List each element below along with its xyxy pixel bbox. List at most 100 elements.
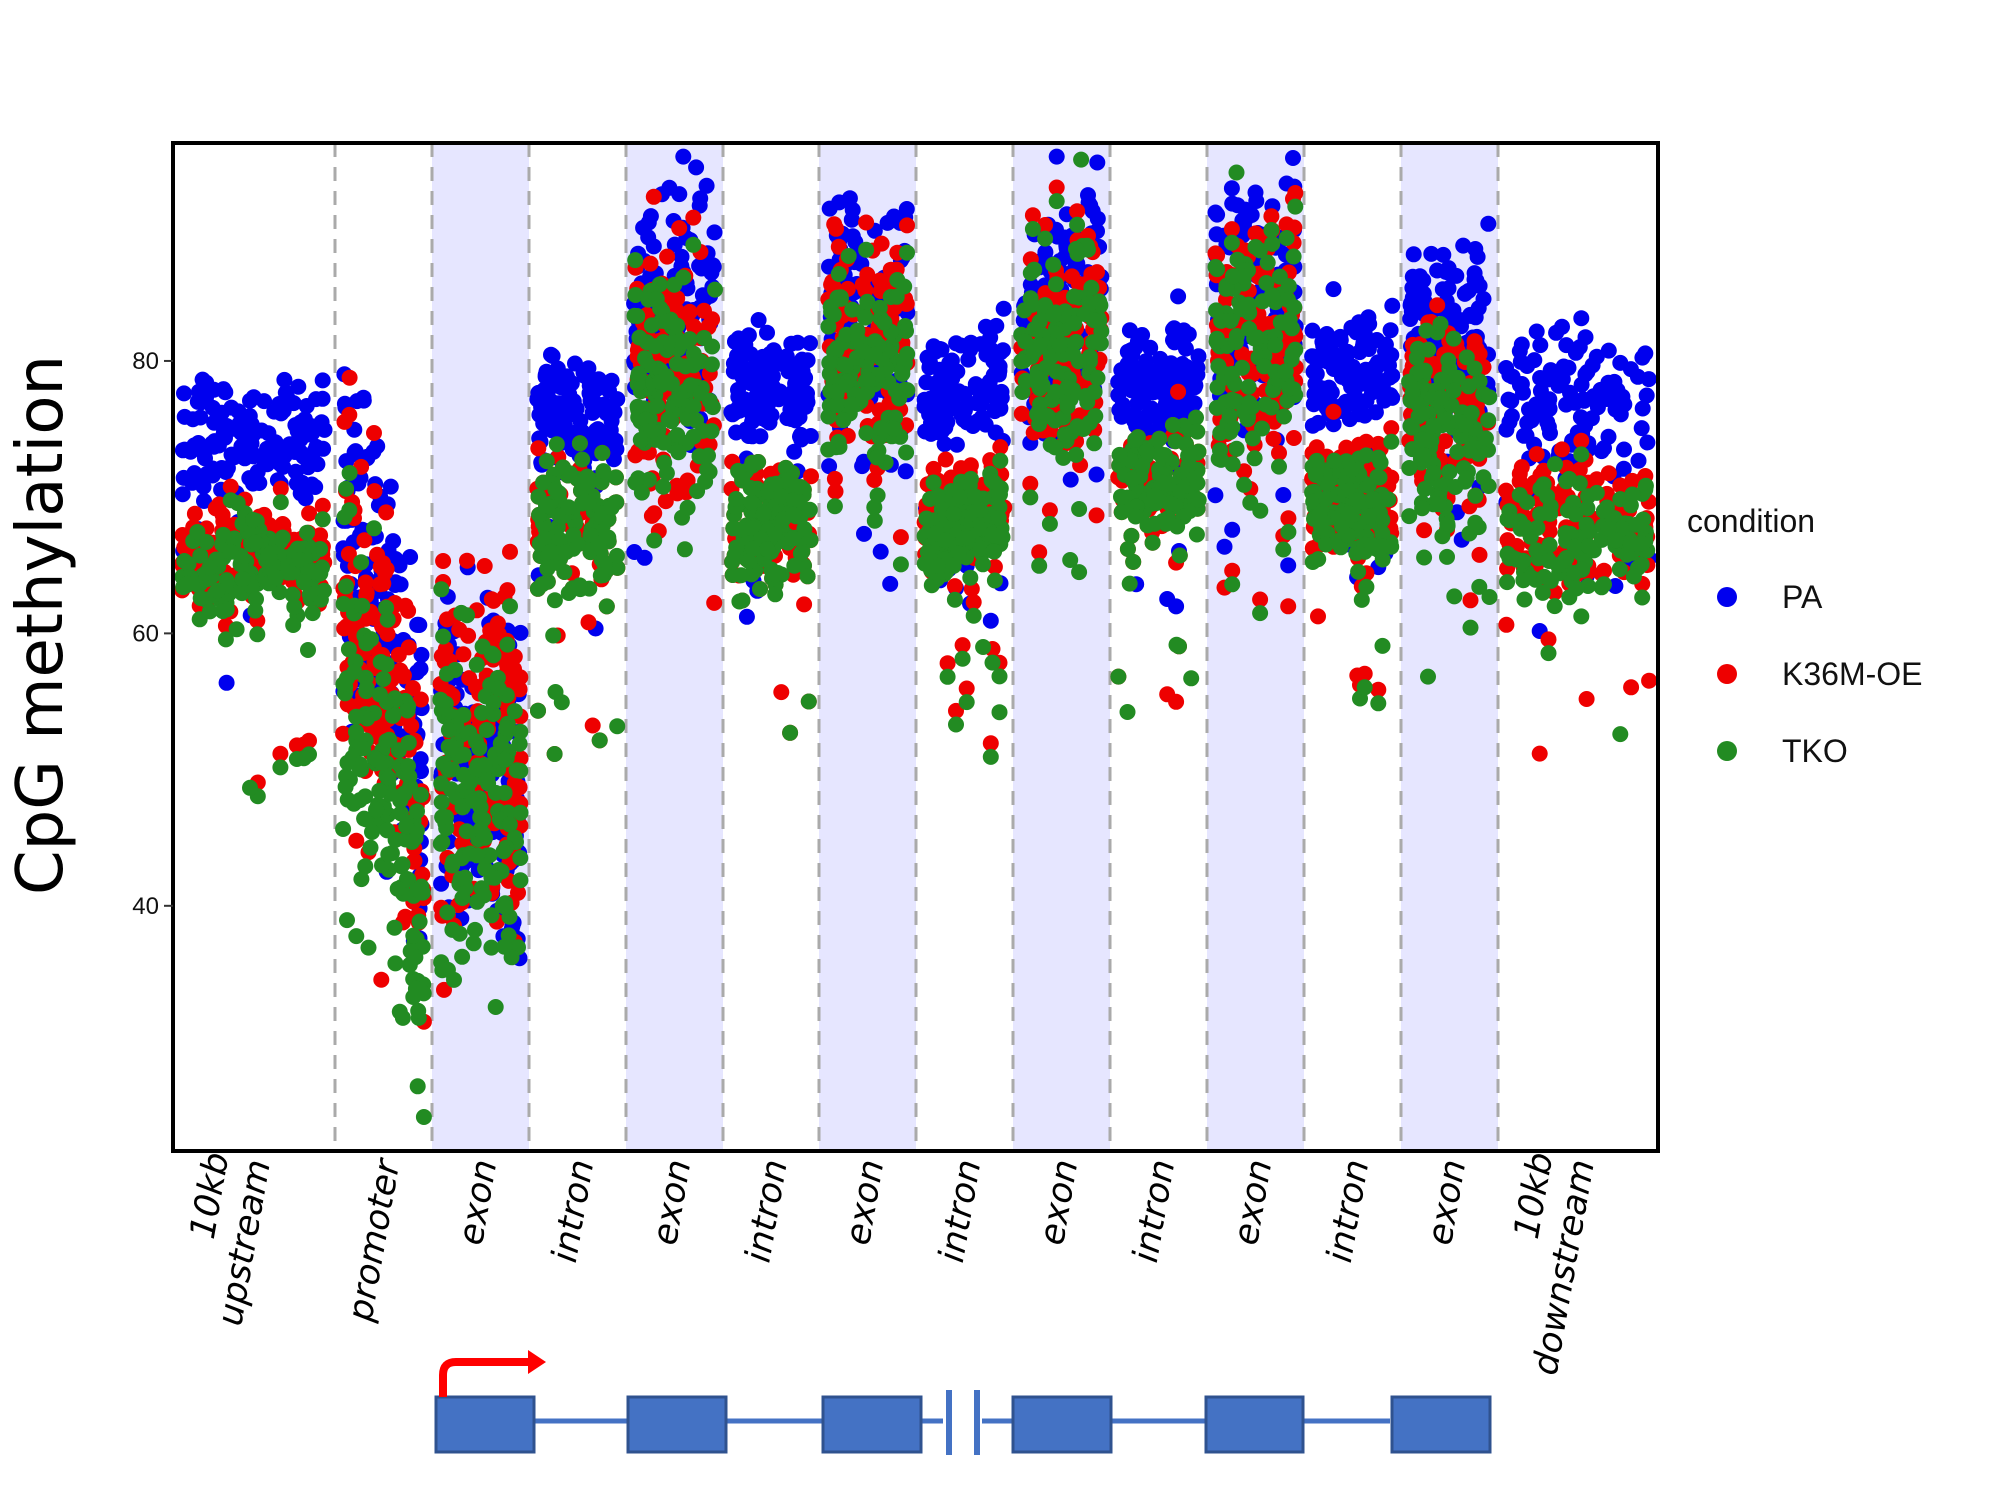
point	[410, 1002, 427, 1019]
point	[192, 547, 209, 564]
point	[1541, 400, 1558, 417]
point	[974, 409, 990, 426]
point	[1252, 502, 1269, 519]
point	[1189, 475, 1206, 492]
point	[1616, 441, 1632, 458]
point	[894, 365, 911, 382]
point	[946, 578, 963, 595]
point	[728, 491, 745, 507]
point	[899, 244, 915, 261]
point	[189, 524, 206, 540]
point	[899, 346, 916, 362]
point	[948, 716, 964, 733]
point	[1127, 382, 1144, 398]
point	[1528, 323, 1545, 340]
point	[1143, 400, 1160, 417]
point	[786, 443, 803, 460]
point	[490, 680, 507, 697]
point	[1177, 340, 1194, 357]
point	[820, 441, 837, 458]
point	[223, 399, 240, 416]
point	[1032, 370, 1049, 387]
point	[796, 596, 813, 613]
point	[1039, 408, 1056, 425]
point	[366, 483, 383, 500]
point	[214, 603, 231, 620]
point	[433, 794, 450, 811]
point	[666, 236, 683, 253]
point	[595, 463, 612, 480]
point	[1056, 426, 1073, 443]
point	[286, 598, 303, 615]
point	[972, 502, 989, 519]
point	[502, 598, 518, 615]
point	[685, 236, 702, 253]
point	[399, 702, 416, 719]
point	[1189, 423, 1206, 440]
point	[476, 558, 493, 574]
point	[643, 422, 660, 439]
point	[432, 691, 449, 708]
point	[948, 702, 964, 719]
point	[724, 553, 741, 570]
point	[1578, 691, 1595, 707]
point	[348, 832, 365, 849]
point	[1416, 522, 1433, 539]
point	[557, 418, 573, 435]
point	[1466, 265, 1483, 282]
point	[476, 757, 493, 773]
point	[459, 552, 475, 569]
point	[891, 390, 908, 407]
point	[1031, 544, 1048, 561]
point	[995, 300, 1012, 317]
point	[1539, 414, 1556, 431]
point	[387, 574, 404, 591]
point	[923, 414, 939, 431]
point	[627, 252, 644, 269]
point	[1046, 325, 1063, 342]
point	[603, 499, 620, 516]
point	[1596, 562, 1612, 579]
point	[820, 408, 837, 425]
point	[1031, 557, 1048, 574]
point	[946, 591, 963, 608]
point	[1275, 487, 1292, 503]
point	[1519, 358, 1536, 374]
point	[1207, 487, 1224, 504]
point	[1371, 372, 1388, 389]
point	[792, 545, 809, 562]
point	[1368, 359, 1385, 376]
point	[689, 483, 706, 500]
point	[574, 451, 591, 468]
point	[741, 553, 758, 570]
point	[1110, 668, 1127, 685]
point	[1264, 235, 1281, 252]
point	[1271, 445, 1287, 461]
point	[799, 568, 816, 585]
region-dividers	[333, 143, 1500, 1151]
point	[1358, 433, 1375, 450]
point	[335, 821, 352, 837]
point	[918, 374, 935, 391]
point	[378, 561, 395, 578]
point	[1285, 150, 1301, 166]
point	[759, 324, 775, 341]
point	[681, 303, 698, 320]
point	[594, 444, 611, 461]
point	[1209, 261, 1226, 278]
point	[588, 422, 605, 439]
point	[648, 291, 665, 307]
point	[530, 702, 546, 719]
point	[657, 493, 674, 510]
point	[725, 404, 742, 421]
point	[821, 458, 838, 475]
point	[1356, 665, 1373, 682]
point	[534, 576, 551, 593]
point	[455, 646, 472, 663]
point	[1208, 333, 1225, 350]
point	[1142, 339, 1159, 356]
point	[1183, 670, 1200, 687]
point	[866, 346, 883, 363]
point	[780, 358, 797, 375]
point	[1165, 321, 1181, 338]
